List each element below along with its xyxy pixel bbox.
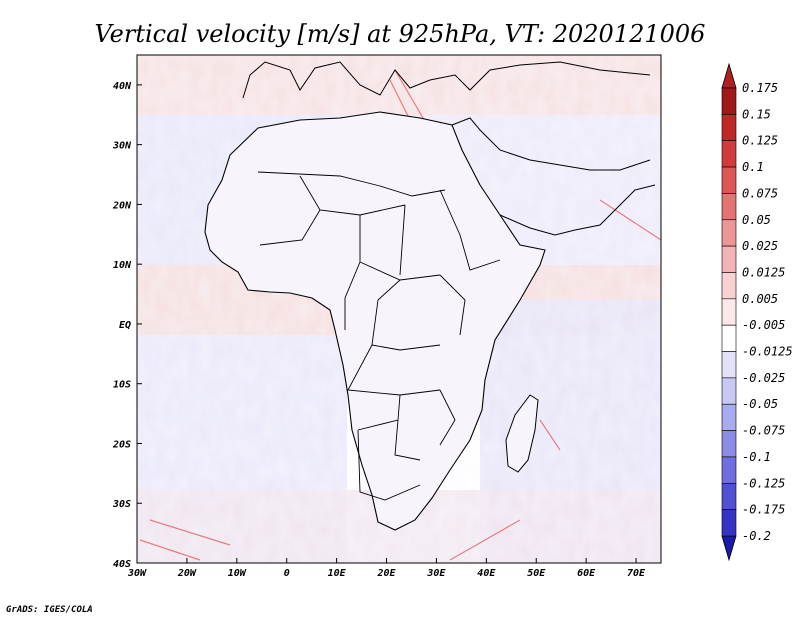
- colorbar-label: -0.125: [742, 476, 785, 490]
- grads-credit: GrADS: IGES/COLA: [6, 605, 93, 615]
- x-tick-label: 0: [284, 568, 290, 579]
- x-tick-label: 20E: [376, 568, 396, 579]
- colorbar-swatch: [721, 193, 737, 221]
- colorbar-swatch: [721, 509, 737, 537]
- colorbar-swatch: [721, 482, 737, 510]
- coastline-north: [242, 61, 656, 236]
- colorbar-label: -0.0125: [742, 345, 793, 359]
- colorbar-swatch: [721, 456, 737, 484]
- colorbar-swatch: [721, 114, 737, 142]
- x-tick-label: 10W: [228, 568, 247, 579]
- x-tick-label: 30E: [426, 568, 446, 579]
- y-tick-label: 40S: [113, 559, 131, 570]
- colorbar-swatch: [721, 298, 737, 326]
- colorbar-label: 0.125: [742, 134, 778, 148]
- colorbar-label: -0.2: [742, 529, 771, 543]
- colorbar-swatch: [721, 351, 737, 379]
- chart-title: Vertical velocity [m/s] at 925hPa, VT: 2…: [95, 20, 706, 48]
- map-panel: 30W 20W 10W 0 10E 20E 30E 40E 50E 60E 70E 40N 30N 20…: [112, 54, 662, 579]
- colorbar-label: 0.1: [742, 160, 764, 174]
- colorbar-label: 0.15: [742, 107, 771, 121]
- map-frame: [136, 54, 662, 564]
- y-axis: 40N 30N 20N 10N EQ 10S 20S 30S 40S: [112, 81, 142, 570]
- country-borders: [257, 171, 501, 501]
- y-tick-label: 10S: [113, 380, 131, 391]
- colorbar-swatch: [721, 272, 737, 300]
- x-tick-label: 60E: [577, 568, 596, 579]
- colorbar-swatch: [721, 377, 737, 405]
- colorbar-swatch: [721, 245, 737, 273]
- x-tick-label: 50E: [527, 568, 546, 579]
- colorbar: 0.175 0.15 0.125 0.1 0.075 0.05 0.025 0.0125 0.0…: [721, 62, 793, 562]
- colorbar-swatch: [721, 403, 737, 431]
- colorbar-top-arrow: [721, 62, 737, 89]
- colorbar-label: 0.0125: [742, 265, 785, 279]
- x-tick-label: 30W: [127, 568, 147, 579]
- colorbar-swatch: [721, 87, 737, 115]
- colorbar-bottom-arrow: [721, 535, 737, 562]
- colorbar-label: 0.05: [742, 213, 771, 227]
- colorbar-label: 0.175: [742, 81, 778, 95]
- colorbar-swatch: [721, 166, 737, 194]
- x-tick-label: 40E: [477, 568, 496, 579]
- y-tick-label: 20S: [112, 439, 131, 450]
- colorbar-label: 0.075: [742, 186, 778, 200]
- x-tick-label: 70E: [627, 568, 646, 579]
- colorbar-swatch: [721, 219, 737, 247]
- colorbar-label: -0.005: [742, 318, 785, 332]
- x-tick-label: 20W: [177, 568, 197, 579]
- colorbar-swatch: [721, 140, 737, 168]
- x-axis: 30W 20W 10W 0 10E 20E 30E 40E 50E 60E 70E: [127, 558, 646, 579]
- y-tick-label: 10N: [113, 260, 132, 271]
- y-tick-label: 40N: [113, 81, 132, 92]
- madagascar-outline: [505, 394, 539, 473]
- y-tick-label: 20N: [112, 200, 132, 211]
- x-tick-label: 10E: [328, 568, 347, 579]
- colorbar-label: 0.025: [742, 239, 778, 253]
- colorbar-label: -0.075: [742, 424, 785, 438]
- colorbar-label: -0.175: [742, 503, 785, 517]
- colorbar-label: -0.1: [742, 450, 771, 464]
- colorbar-label: -0.05: [742, 397, 778, 411]
- colorbar-swatch: [721, 430, 737, 458]
- colorbar-swatch: [721, 324, 737, 352]
- y-tick-label: 30N: [112, 141, 132, 152]
- y-tick-label: 30S: [112, 499, 131, 510]
- colorbar-label: 0.005: [742, 292, 778, 306]
- y-tick-label: EQ: [119, 320, 131, 331]
- colorbar-label: -0.025: [742, 371, 785, 385]
